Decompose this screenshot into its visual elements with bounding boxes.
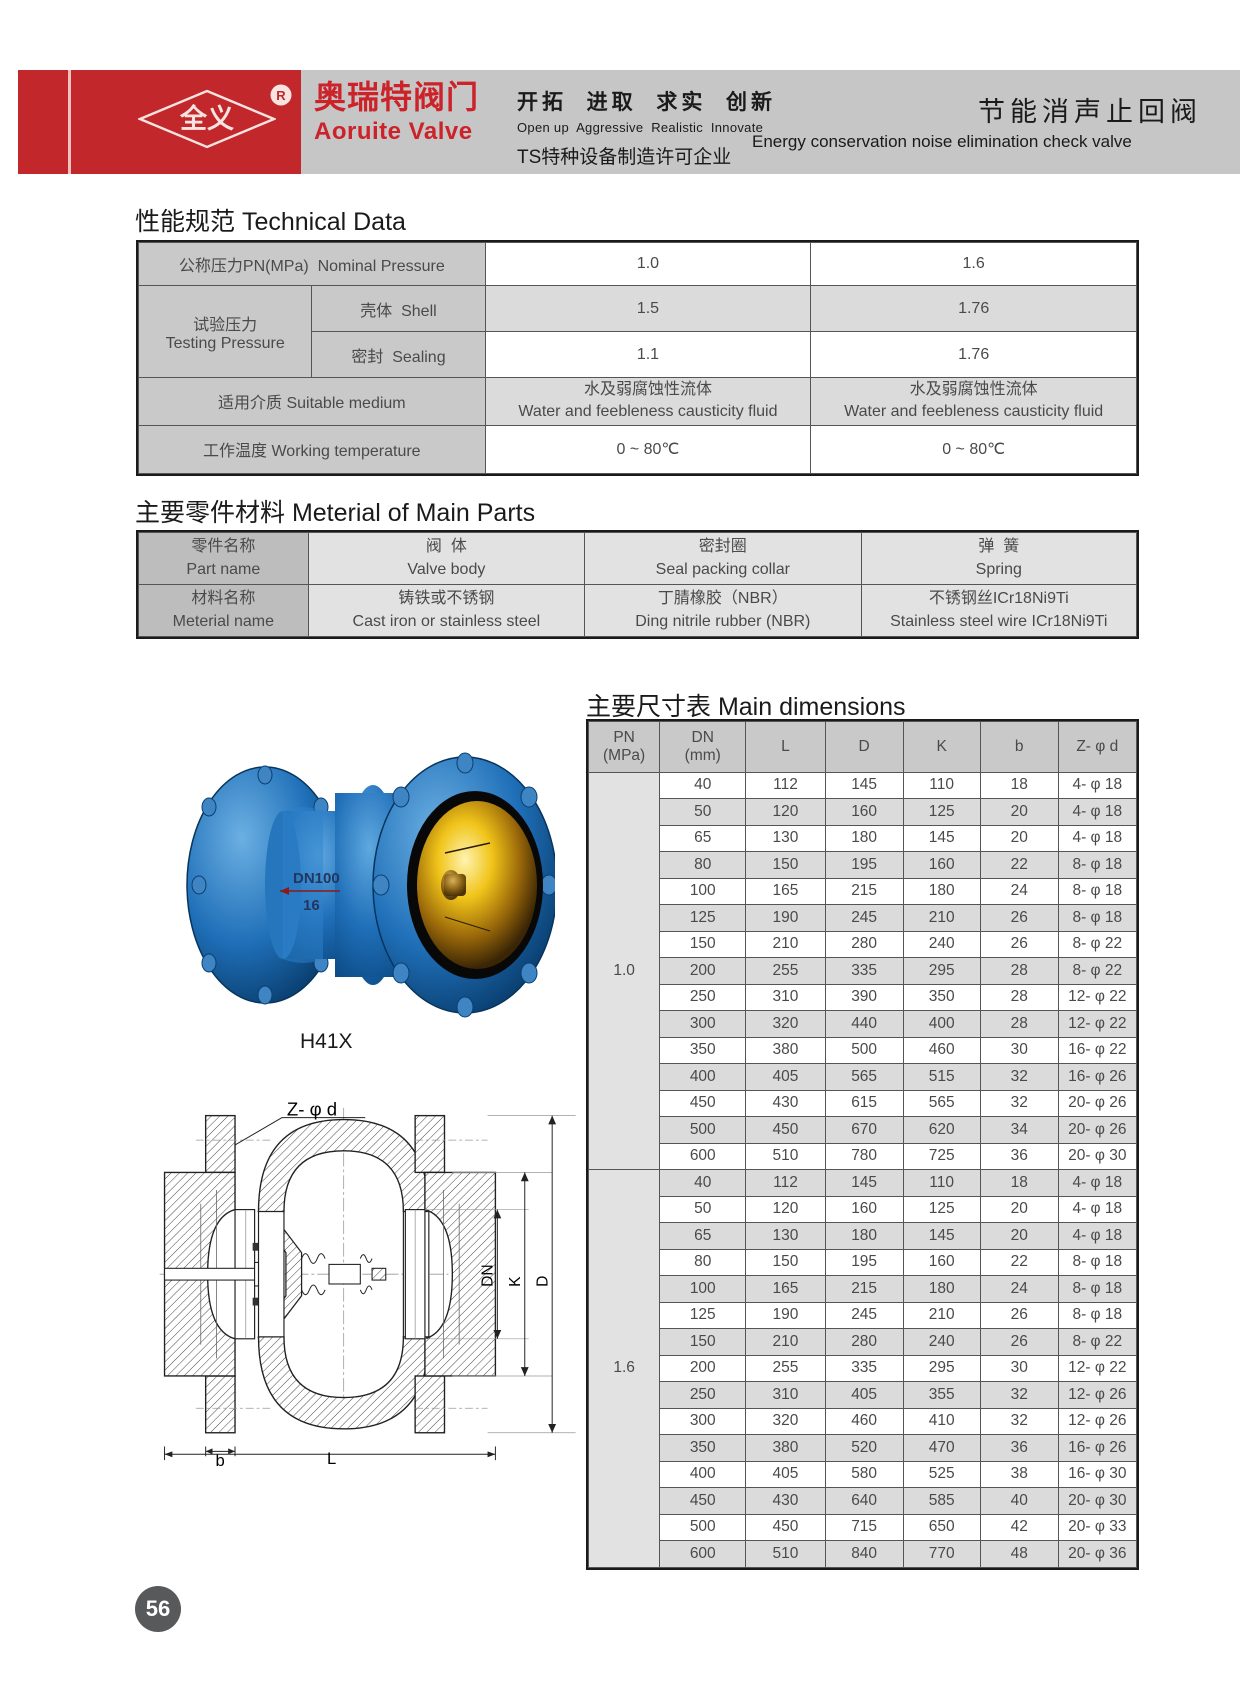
- svg-text:K: K: [507, 1276, 524, 1287]
- svg-text:DN100: DN100: [293, 870, 340, 887]
- svg-text:R: R: [276, 88, 286, 103]
- svg-text:DN: DN: [479, 1264, 496, 1287]
- svg-text:L: L: [327, 1449, 336, 1468]
- svg-text:16: 16: [303, 897, 320, 914]
- svg-text:b: b: [215, 1451, 224, 1468]
- svg-text:Z- φ d: Z- φ d: [287, 1099, 337, 1120]
- svg-text:全义: 全义: [179, 103, 234, 134]
- svg-text:D: D: [534, 1276, 551, 1287]
